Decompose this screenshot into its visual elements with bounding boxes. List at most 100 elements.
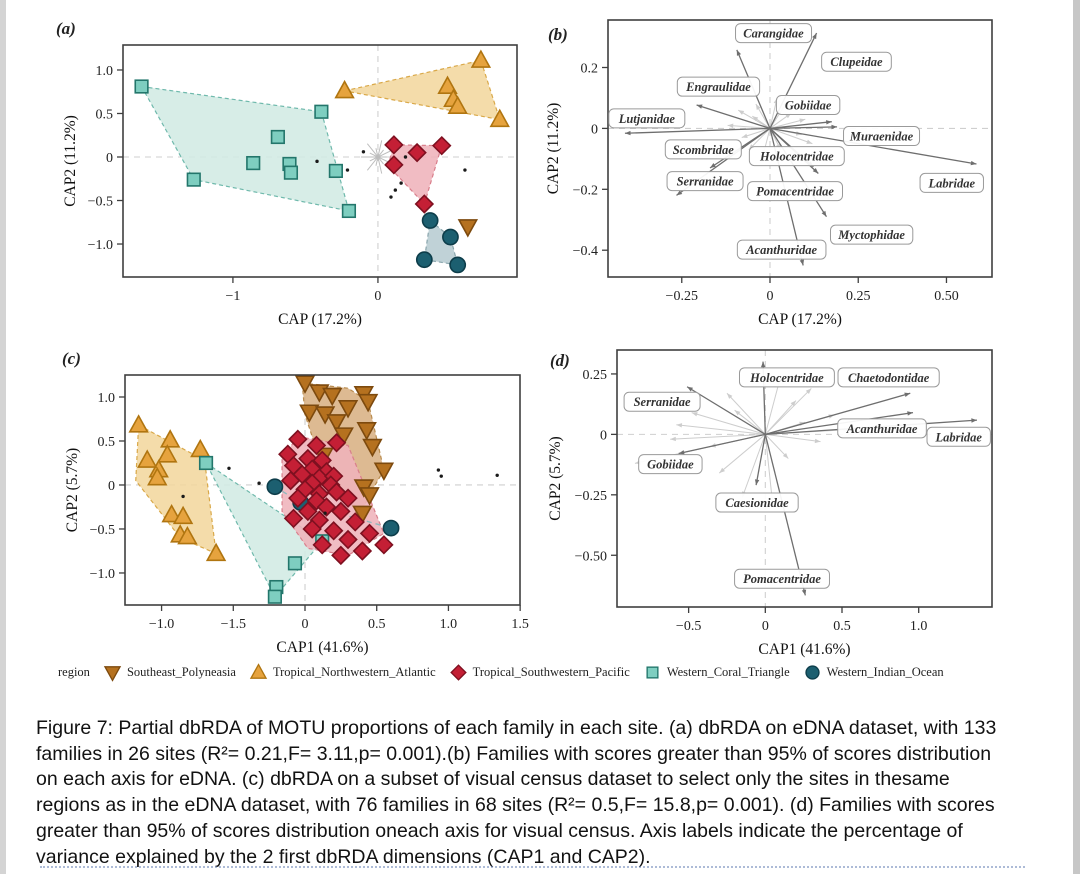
svg-text:−1.0: −1.0 — [149, 617, 174, 632]
legend-item-label: Southeast_Polyneasia — [126, 665, 236, 679]
svg-text:1.0: 1.0 — [98, 391, 116, 406]
panel-a-dbrda-edna-scatter: −1 0 1.0 0.5 0 −0.5 −1.0 CAP (17.2%) CAP2 (11.2%… — [56, 19, 518, 328]
caption-line: families in 26 sites (R²= 0.21,F= 3.11,p… — [36, 742, 992, 765]
svg-text:Clupeidae: Clupeidae — [830, 55, 883, 69]
svg-text:(b): (b) — [548, 25, 568, 44]
caption-line: on each axis for eDNA. (c) dbRDA on a su… — [36, 768, 950, 791]
svg-text:Labridae: Labridae — [934, 430, 982, 444]
legend-title: region — [58, 665, 90, 679]
svg-text:0: 0 — [591, 122, 598, 137]
svg-text:0.5: 0.5 — [96, 107, 114, 122]
svg-text:0: 0 — [374, 289, 381, 304]
caption-line: greater than 95% of scores distribution … — [36, 819, 963, 842]
svg-text:Gobiidae: Gobiidae — [785, 98, 832, 112]
svg-text:Pomacentridae: Pomacentridae — [756, 185, 834, 199]
legend-items: Southeast_Polyneasia Tropical_Northwester… — [103, 663, 944, 682]
triangle-up-legend-marker-icon — [249, 663, 268, 679]
left-page-margin — [0, 0, 6, 874]
panel-c-dbrda-visual-scatter: −1.0 −1.5 0 0.5 1.0 1.5 1.0 0.5 0 −0.5 −1.0 CAP1 (4… — [62, 349, 529, 656]
svg-text:Labridae: Labridae — [927, 176, 975, 190]
svg-text:0.25: 0.25 — [846, 289, 871, 304]
svg-text:Acanthuridae: Acanthuridae — [846, 422, 918, 436]
svg-text:0.50: 0.50 — [934, 289, 959, 304]
svg-text:0: 0 — [600, 428, 607, 443]
svg-text:0.5: 0.5 — [98, 435, 116, 450]
svg-text:CAP1 (41.6%): CAP1 (41.6%) — [758, 641, 850, 658]
svg-text:CAP (17.2%): CAP (17.2%) — [758, 311, 842, 328]
svg-text:Carangidae: Carangidae — [743, 27, 804, 41]
svg-text:1.5: 1.5 — [511, 617, 529, 632]
figure-caption: Figure 7: Partial dbRDA of MOTU proporti… — [36, 716, 1038, 870]
svg-text:1.0: 1.0 — [440, 617, 458, 632]
svg-text:−0.4: −0.4 — [573, 244, 598, 259]
svg-text:1.0: 1.0 — [910, 619, 928, 634]
svg-text:0.2: 0.2 — [581, 62, 599, 77]
legend-item-western_coral_triangle: Western_Coral_Triangle — [643, 663, 790, 682]
legend-item-southeast_polyneasia: Southeast_Polyneasia — [103, 663, 236, 682]
svg-text:CAP2 (11.2%): CAP2 (11.2%) — [545, 103, 562, 195]
svg-text:−0.5: −0.5 — [676, 619, 701, 634]
svg-text:Scombridae: Scombridae — [673, 143, 735, 157]
svg-text:0: 0 — [106, 151, 113, 166]
circle-legend-marker-icon — [805, 665, 820, 680]
svg-text:CAP2 (5.7%): CAP2 (5.7%) — [547, 436, 564, 520]
caption-line: regions as in the eDNA dataset, with 76 … — [36, 794, 995, 817]
svg-text:CAP (17.2%): CAP (17.2%) — [278, 311, 362, 328]
panel-b-edna-family-biplot: −0.25 0 0.25 0.50 0.2 0 −0.2 −0.4 CAP (17.2%) CAP… — [545, 19, 993, 328]
bottom-dotted-rule — [40, 866, 1025, 868]
svg-text:Acanthuridae: Acanthuridae — [745, 243, 817, 257]
diamond-legend-marker-icon — [449, 664, 467, 681]
svg-text:−1: −1 — [225, 289, 240, 304]
svg-text:0.25: 0.25 — [583, 368, 608, 383]
svg-text:−0.50: −0.50 — [575, 549, 607, 564]
svg-text:−0.5: −0.5 — [88, 195, 113, 210]
svg-text:Chaetodontidae: Chaetodontidae — [848, 371, 930, 385]
svg-text:−0.5: −0.5 — [90, 523, 115, 538]
right-page-margin — [1073, 0, 1080, 874]
svg-text:−0.25: −0.25 — [666, 289, 698, 304]
svg-text:(a): (a) — [56, 19, 76, 38]
svg-text:Gobiidae: Gobiidae — [647, 458, 694, 472]
caption-line: variance explained by the 2 first dbRDA … — [36, 845, 651, 868]
triangle-down-legend-marker-icon — [103, 666, 122, 682]
caption-line: Figure 7: Partial dbRDA of MOTU proporti… — [36, 717, 997, 739]
legend-item-label: Western_Indian_Ocean — [826, 665, 944, 679]
svg-text:Serranidae: Serranidae — [677, 175, 734, 189]
svg-text:0: 0 — [302, 617, 309, 632]
svg-text:0.5: 0.5 — [833, 619, 851, 634]
svg-text:CAP2 (5.7%): CAP2 (5.7%) — [64, 448, 81, 532]
svg-text:Muraenidae: Muraenidae — [849, 130, 914, 144]
svg-text:Caesionidae: Caesionidae — [725, 496, 789, 510]
svg-text:−1.0: −1.0 — [90, 567, 115, 582]
svg-text:(c): (c) — [62, 349, 81, 368]
svg-text:Serranidae: Serranidae — [634, 395, 691, 409]
svg-text:0: 0 — [767, 289, 774, 304]
region-legend: region Southeast_Polyneasia Tropical_Nort… — [58, 663, 1038, 682]
legend-item-western_indian_ocean: Western_Indian_Ocean — [803, 663, 944, 682]
svg-text:Lutjanidae: Lutjanidae — [618, 112, 676, 126]
legend-item-label: Western_Coral_Triangle — [666, 665, 790, 679]
svg-text:Holocentridae: Holocentridae — [759, 150, 834, 164]
svg-text:Pomacentridae: Pomacentridae — [743, 572, 821, 586]
legend-item-tropical_northwestern_atlantic: Tropical_Northwestern_Atlantic — [249, 663, 436, 682]
svg-text:−0.2: −0.2 — [573, 183, 598, 198]
svg-text:Engraulidae: Engraulidae — [685, 80, 751, 94]
legend-item-label: Tropical_Northwestern_Atlantic — [272, 665, 436, 679]
svg-text:−1.5: −1.5 — [221, 617, 246, 632]
svg-text:1.0: 1.0 — [96, 64, 114, 79]
svg-text:Holocentridae: Holocentridae — [749, 371, 824, 385]
svg-text:−0.25: −0.25 — [575, 489, 607, 504]
svg-text:0: 0 — [762, 619, 769, 634]
svg-text:Myctophidae: Myctophidae — [837, 228, 905, 242]
square-legend-marker-icon — [646, 666, 659, 679]
svg-text:CAP1 (41.6%): CAP1 (41.6%) — [276, 639, 368, 656]
svg-text:CAP2 (11.2%): CAP2 (11.2%) — [62, 115, 79, 207]
svg-text:0.5: 0.5 — [368, 617, 386, 632]
legend-item-label: Tropical_Southwestern_Pacific — [472, 665, 630, 679]
svg-text:0: 0 — [108, 479, 115, 494]
svg-text:−1.0: −1.0 — [88, 238, 113, 253]
legend-item-tropical_southwestern_pacific: Tropical_Southwestern_Pacific — [449, 663, 630, 682]
svg-text:(d): (d) — [550, 351, 570, 370]
